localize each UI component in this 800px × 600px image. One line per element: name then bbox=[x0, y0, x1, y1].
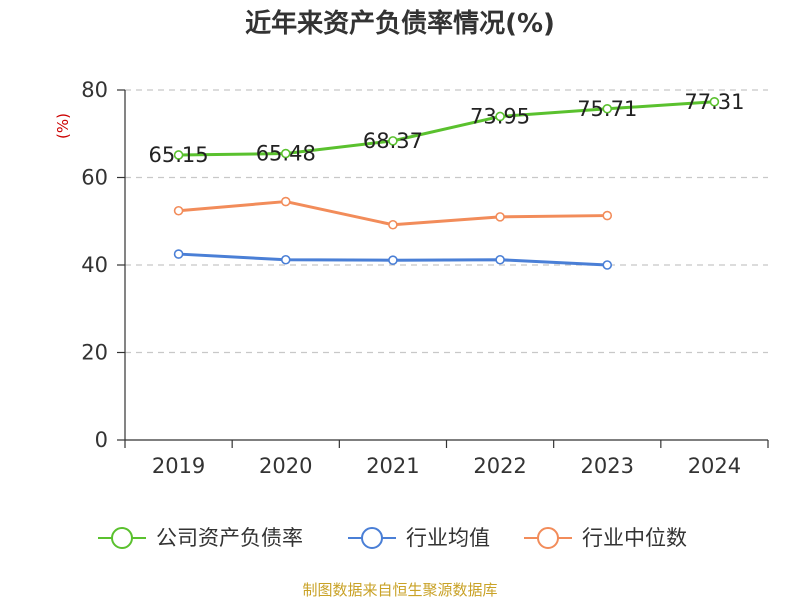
legend-marker bbox=[111, 527, 133, 549]
y-axis-label: (%) bbox=[54, 113, 72, 139]
legend: 公司资产负债率 行业均值 行业中位数 bbox=[98, 526, 687, 550]
legend-label: 行业均值 bbox=[406, 526, 490, 550]
grid bbox=[125, 89, 768, 354]
y-tick-label: 0 bbox=[95, 428, 108, 452]
legend-item: 行业中位数 bbox=[524, 526, 687, 550]
data-point bbox=[602, 103, 613, 114]
data-label: 65.15 bbox=[149, 143, 209, 167]
chart-title: 近年来资产负债率情况(%) bbox=[245, 8, 555, 39]
data-label: 73.95 bbox=[470, 104, 530, 128]
x-tick-label: 2019 bbox=[152, 454, 205, 478]
data-point bbox=[173, 150, 184, 160]
x-tick-label: 2022 bbox=[473, 454, 526, 478]
y-tick-label: 80 bbox=[81, 78, 108, 102]
data-point bbox=[280, 196, 291, 207]
series-line bbox=[178, 100, 715, 157]
data-point bbox=[173, 205, 184, 216]
source-note: 制图数据来自恒生聚源数据库 bbox=[302, 581, 497, 599]
x-tick-label: 2023 bbox=[581, 454, 634, 478]
legend-label: 行业中位数 bbox=[582, 526, 687, 550]
y-tick-label: 20 bbox=[81, 341, 108, 365]
y-tick-label: 40 bbox=[81, 253, 108, 277]
data-point bbox=[280, 148, 291, 159]
data-point bbox=[388, 136, 398, 146]
data-point bbox=[388, 219, 398, 230]
plot-area: 65.15 65.48 68.37 73.95 75.71 77.31 bbox=[149, 90, 745, 270]
data-point bbox=[495, 212, 505, 222]
data-point bbox=[709, 96, 720, 107]
data-point bbox=[388, 255, 398, 265]
x-tick-label: 2024 bbox=[688, 454, 741, 478]
data-point bbox=[495, 111, 505, 122]
series-median bbox=[173, 196, 613, 230]
series-company: 65.15 65.48 68.37 73.95 75.71 77.31 bbox=[149, 90, 745, 167]
x-tick-label: 2020 bbox=[259, 454, 312, 478]
data-point bbox=[602, 260, 613, 270]
data-label: 77.31 bbox=[684, 90, 744, 114]
data-label: 65.48 bbox=[256, 142, 316, 166]
data-label: 75.71 bbox=[577, 97, 637, 121]
x-tick-label: 2021 bbox=[366, 454, 419, 478]
data-point bbox=[495, 254, 505, 265]
y-tick-label: 60 bbox=[81, 166, 108, 190]
data-point bbox=[602, 210, 613, 221]
data-point bbox=[280, 254, 291, 265]
data-label: 68.37 bbox=[363, 129, 423, 153]
legend-item: 行业均值 bbox=[348, 526, 490, 550]
legend-label: 公司资产负债率 bbox=[156, 526, 303, 550]
legend-item: 公司资产负债率 bbox=[98, 526, 303, 550]
series-avg bbox=[173, 249, 613, 270]
legend-marker bbox=[361, 527, 383, 549]
axes: 0 20 40 60 80 2019 2020 2021 2022 2023 2024 bbox=[81, 78, 769, 478]
legend-marker bbox=[537, 527, 559, 549]
data-point bbox=[173, 249, 184, 259]
